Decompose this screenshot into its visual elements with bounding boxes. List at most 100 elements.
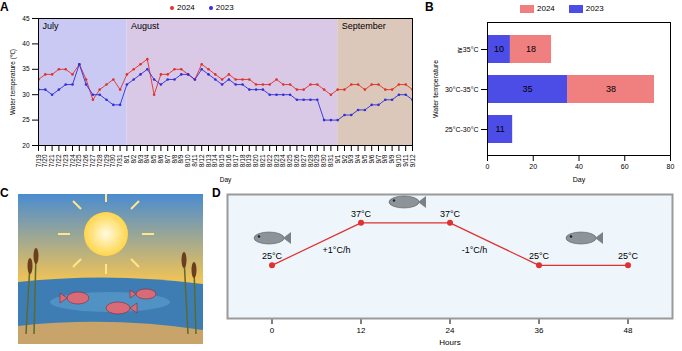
svg-text:20: 20 bbox=[22, 142, 30, 149]
svg-text:9/12: 9/12 bbox=[409, 154, 416, 167]
html-text:2023: 2023 bbox=[585, 4, 604, 13]
svg-text:9/9: 9/9 bbox=[388, 154, 396, 164]
svg-text:9/3: 9/3 bbox=[347, 154, 355, 164]
svg-text:35: 35 bbox=[22, 65, 30, 72]
svg-text:45: 45 bbox=[22, 15, 30, 22]
svg-text:+1°C/h: +1°C/h bbox=[323, 245, 351, 255]
svg-text:25°C: 25°C bbox=[529, 251, 550, 261]
svg-text:7/19: 7/19 bbox=[34, 154, 42, 168]
svg-text:8/23: 8/23 bbox=[272, 154, 280, 168]
svg-text:7/26: 7/26 bbox=[82, 154, 90, 168]
svg-text:18: 18 bbox=[526, 44, 536, 54]
svg-text:8/10: 8/10 bbox=[184, 154, 192, 168]
svg-text:7/25: 7/25 bbox=[75, 154, 83, 168]
svg-text:9/1: 9/1 bbox=[333, 154, 341, 164]
html-text:2023: 2023 bbox=[215, 3, 234, 12]
svg-text:8/30: 8/30 bbox=[320, 154, 328, 168]
svg-text:38: 38 bbox=[606, 84, 616, 94]
svg-text:July: July bbox=[43, 21, 60, 31]
svg-text:30°C-35°C: 30°C-35°C bbox=[445, 86, 479, 93]
svg-text:40: 40 bbox=[575, 163, 583, 170]
svg-text:Day: Day bbox=[220, 176, 232, 184]
svg-text:37°C: 37°C bbox=[351, 209, 372, 219]
svg-text:30: 30 bbox=[22, 91, 30, 98]
svg-text:7/30: 7/30 bbox=[109, 154, 117, 168]
svg-text:7/24: 7/24 bbox=[68, 154, 76, 168]
svg-text:8/3: 8/3 bbox=[136, 154, 144, 164]
svg-text:0: 0 bbox=[270, 326, 275, 335]
html-text:C: C bbox=[0, 186, 9, 200]
svg-text:8/19: 8/19 bbox=[245, 154, 253, 168]
svg-text:25°C: 25°C bbox=[618, 251, 639, 261]
svg-text:12: 12 bbox=[357, 326, 366, 335]
svg-text:25°C-30°C: 25°C-30°C bbox=[445, 126, 479, 133]
svg-text:8/6: 8/6 bbox=[157, 154, 164, 164]
svg-text:8/9: 8/9 bbox=[177, 154, 185, 164]
html-text:B: B bbox=[425, 0, 434, 14]
svg-text:September: September bbox=[342, 21, 386, 31]
svg-text:8/8: 8/8 bbox=[170, 154, 178, 164]
svg-text:80: 80 bbox=[667, 163, 675, 170]
svg-text:9/6: 9/6 bbox=[367, 154, 375, 164]
svg-text:0: 0 bbox=[486, 163, 490, 170]
svg-text:9/11: 9/11 bbox=[401, 154, 409, 167]
svg-text:48: 48 bbox=[624, 326, 633, 335]
svg-text:8/2: 8/2 bbox=[129, 154, 137, 164]
svg-text:8/7: 8/7 bbox=[163, 154, 171, 164]
svg-text:8/22: 8/22 bbox=[265, 154, 273, 168]
svg-text:Day: Day bbox=[573, 176, 586, 184]
svg-text:8/14: 8/14 bbox=[211, 154, 219, 168]
svg-text:37°C: 37°C bbox=[440, 209, 461, 219]
svg-text:7/21: 7/21 bbox=[48, 154, 56, 168]
svg-text:9/7: 9/7 bbox=[374, 154, 382, 164]
svg-text:7/29: 7/29 bbox=[102, 154, 110, 168]
svg-text:24: 24 bbox=[446, 326, 455, 335]
svg-text:25°C: 25°C bbox=[262, 251, 283, 261]
svg-text:35: 35 bbox=[523, 84, 533, 94]
svg-text:-1°C/h: -1°C/h bbox=[462, 245, 488, 255]
svg-text:7/27: 7/27 bbox=[89, 154, 96, 168]
svg-text:8/24: 8/24 bbox=[279, 154, 287, 168]
svg-text:8/21: 8/21 bbox=[259, 154, 266, 168]
svg-text:Water temperature (℃): Water temperature (℃) bbox=[9, 49, 17, 115]
svg-text:8/28: 8/28 bbox=[306, 154, 314, 168]
html-text:D: D bbox=[212, 186, 221, 200]
svg-text:8/12: 8/12 bbox=[197, 154, 205, 168]
html-text:2024: 2024 bbox=[537, 4, 555, 13]
svg-text:9/2: 9/2 bbox=[340, 154, 348, 164]
svg-text:9/4: 9/4 bbox=[354, 154, 362, 164]
svg-text:25: 25 bbox=[22, 116, 30, 123]
svg-text:8/5: 8/5 bbox=[150, 154, 158, 164]
svg-text:36: 36 bbox=[535, 326, 544, 335]
svg-text:8/4: 8/4 bbox=[143, 154, 151, 164]
svg-text:7/23: 7/23 bbox=[61, 154, 69, 168]
svg-text:8/26: 8/26 bbox=[293, 154, 300, 168]
svg-text:8/29: 8/29 bbox=[313, 154, 321, 168]
svg-text:Water temperature: Water temperature bbox=[432, 60, 440, 118]
svg-text:8/11: 8/11 bbox=[191, 154, 198, 167]
svg-text:8/25: 8/25 bbox=[286, 154, 294, 168]
svg-text:Hours: Hours bbox=[439, 338, 460, 347]
svg-text:60: 60 bbox=[621, 163, 629, 170]
svg-text:8/27: 8/27 bbox=[299, 154, 307, 168]
svg-text:8/13: 8/13 bbox=[204, 154, 212, 168]
svg-text:8/17: 8/17 bbox=[231, 154, 239, 168]
svg-text:7/20: 7/20 bbox=[41, 154, 49, 168]
svg-text:8/20: 8/20 bbox=[252, 154, 260, 168]
svg-text:40: 40 bbox=[22, 40, 30, 47]
svg-text:8/1: 8/1 bbox=[123, 154, 130, 164]
svg-text:7/28: 7/28 bbox=[95, 154, 103, 168]
svg-text:7/31: 7/31 bbox=[116, 154, 124, 168]
svg-text:8/15: 8/15 bbox=[218, 154, 226, 168]
svg-text:20: 20 bbox=[529, 163, 537, 170]
html-text:A: A bbox=[0, 0, 9, 14]
html-text:2024: 2024 bbox=[177, 3, 195, 12]
svg-text:August: August bbox=[131, 21, 160, 31]
svg-text:≧35°C: ≧35°C bbox=[457, 46, 479, 53]
svg-text:10: 10 bbox=[494, 44, 504, 54]
svg-text:8/16: 8/16 bbox=[225, 154, 232, 168]
svg-text:8/18: 8/18 bbox=[238, 154, 246, 168]
svg-text:11: 11 bbox=[495, 124, 504, 134]
svg-text:9/8: 9/8 bbox=[381, 154, 389, 164]
svg-text:7/22: 7/22 bbox=[55, 154, 62, 168]
